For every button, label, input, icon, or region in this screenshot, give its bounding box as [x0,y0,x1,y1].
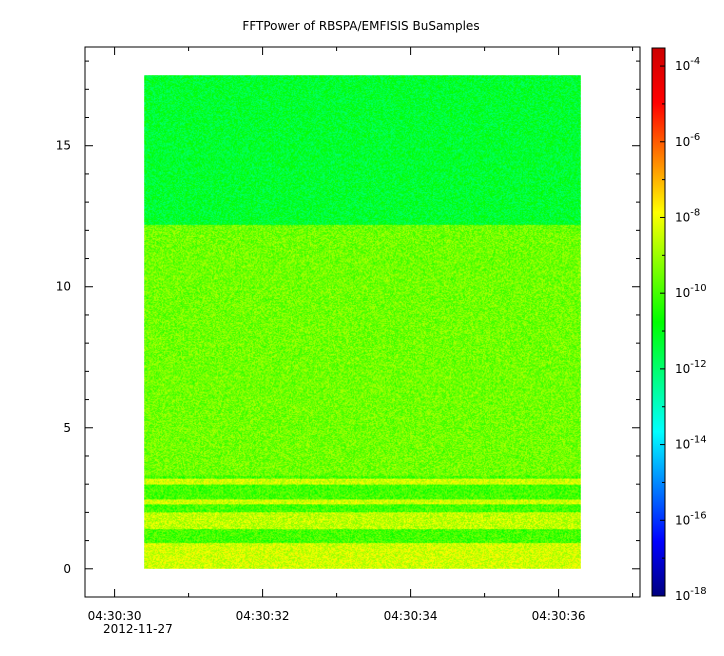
colorbar-tick-label: 10-12 [675,359,707,376]
colorbar-ticks: 10-18 10-16 10-14 10-12 10-10 10-8 10-6 10-4 [660,56,707,603]
colorbar-gradient [651,47,666,597]
x-tick-label: 04:30:30 [88,609,142,623]
spectrogram-image [144,75,581,569]
y-axis: 0 5 10 15 [56,60,640,598]
colorbar: 10-18 10-16 10-14 10-12 10-10 10-8 10-6 10-4 [651,47,707,603]
colorbar-tick-label: 10-18 [675,586,707,603]
colorbar-tick-label: 10-6 [675,132,700,149]
x-axis: 2012-11-27 04:30:30 04:30:32 04:30:34 04:30… [88,47,634,636]
chart-title: FFTPower of RBSPA/EMFISIS BuSamples [242,19,479,33]
x-tick-label: 04:30:34 [384,609,438,623]
colorbar-tick-label: 10-16 [675,510,707,527]
x-tick-label: 04:30:32 [236,609,290,623]
colorbar-tick-label: 10-4 [675,56,700,73]
colorbar-tick-label: 10-14 [675,435,707,452]
plot-frame-outline [84,46,641,598]
y-tick-label: 15 [56,139,71,153]
y-tick-label: 10 [56,280,71,294]
colorbar-tick-label: 10-8 [675,207,700,224]
colorbar-tick-label: 10-10 [675,283,707,300]
x-date-label: 2012-11-27 [103,622,173,636]
y-tick-label: 5 [63,421,71,435]
plot-area [84,46,641,598]
x-tick-label: 04:30:36 [532,609,586,623]
y-tick-label: 0 [63,562,71,576]
